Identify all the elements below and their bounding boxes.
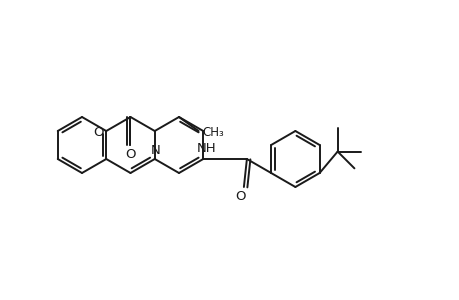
Text: O: O — [235, 190, 246, 202]
Text: N: N — [151, 143, 160, 157]
Text: CH₃: CH₃ — [202, 127, 224, 140]
Text: NH: NH — [196, 142, 216, 155]
Text: O: O — [125, 148, 135, 160]
Text: O: O — [93, 127, 103, 140]
